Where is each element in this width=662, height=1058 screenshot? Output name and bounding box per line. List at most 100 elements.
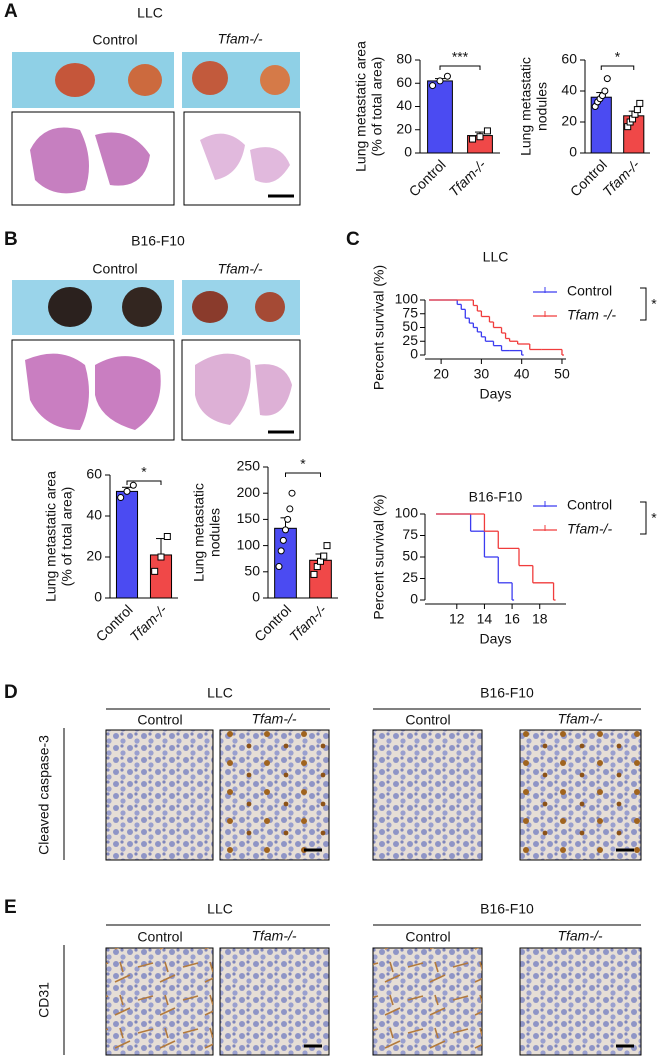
column-label: Tfam-/- [217,31,262,47]
panel-letter: A [4,1,18,22]
y-axis-label: Lung metastatic [518,57,534,156]
y-tick-label: 20 [396,120,412,136]
histology [11,111,301,206]
y-tick-label: 0 [94,589,102,605]
chart-title: LLC [483,249,509,265]
x-tick-label: Control [93,601,136,644]
column-label: Control [137,929,182,945]
x-tick-label: Control [251,601,294,644]
panel-letter: B [4,229,18,250]
data-point [476,133,484,141]
legend-label: Tfam-/- [567,521,612,537]
y-tick-label: 150 [237,510,261,526]
y-axis-label: (% of total area) [59,487,75,587]
column-label: Control [137,712,182,728]
y-tick-label: 60 [561,51,577,67]
y-tick-label: 75 [402,304,418,320]
legend-label: Tfam -/- [567,307,616,323]
y-tick-label: 50 [402,318,418,334]
ihc-images [105,947,642,1056]
data-point [323,542,331,550]
x-tick-label: 50 [554,366,570,382]
data-point [288,489,296,497]
column-label: Control [405,712,450,728]
lung-photos [12,280,300,335]
significance-bracket [640,501,647,535]
data-point [117,494,125,502]
x-tick-label: Tfam-/- [599,156,642,199]
column-label: Control [405,929,450,945]
significance: * [651,296,657,312]
data-point [129,481,137,489]
x-tick-label: 40 [514,366,530,382]
panel-letter: C [346,229,360,250]
y-tick-label: 25 [402,569,418,585]
y-tick-label: 60 [86,466,102,482]
y-tick-label: 200 [237,484,261,500]
data-point [277,547,285,555]
y-tick-label: 0 [569,144,577,160]
y-tick-label: 0 [410,591,418,607]
y-tick-label: 25 [402,332,418,348]
y-tick-label: 75 [402,526,418,542]
data-point [275,563,283,571]
legend-label: Control [567,497,612,513]
significance-bracket [439,65,481,70]
y-tick-label: 0 [410,346,418,362]
row-label: CD31 [36,982,52,1018]
data-point [483,127,491,135]
x-tick-label: Tfam-/- [127,601,170,644]
y-tick-label: 100 [395,505,419,521]
lung-photos [12,52,300,108]
data-point [436,77,444,85]
data-point [601,87,609,95]
group-label: B16-F10 [480,685,534,701]
y-tick-label: 40 [396,97,412,113]
y-axis-label: nodules [207,508,223,557]
y-axis-label: (% of total area) [369,57,385,157]
x-tick-label: 30 [474,366,490,382]
significance: * [615,49,621,65]
row-label: Cleaved caspase-3 [36,735,52,855]
y-tick-label: 80 [396,51,412,67]
y-axis-label: Lung metastatic [191,483,207,582]
x-tick-label: 14 [477,611,493,627]
bar [115,490,139,599]
data-point [469,135,477,143]
y-tick-label: 50 [244,563,260,579]
column-label: Tfam-/- [217,261,262,277]
y-axis-label: Percent survival (%) [371,494,387,619]
significance: * [141,464,147,480]
panel-letter: D [4,682,18,703]
legend-label: Control [567,283,612,299]
data-point [282,526,289,534]
panel-title: B16-F10 [131,233,185,249]
significance: *** [452,49,469,65]
y-tick-label: 40 [561,82,577,98]
significance-bracket [285,472,321,477]
data-point [429,82,437,90]
panel-letter: E [4,897,17,918]
significance-bracket [126,480,162,485]
y-tick-label: 0 [252,589,260,605]
y-tick-label: 40 [86,507,102,523]
panel-title: LLC [137,5,163,21]
column-label: Tfam-/- [557,928,602,944]
significance-bracket [600,65,635,70]
bar [149,554,173,599]
y-tick-label: 60 [396,74,412,90]
data-point [310,570,318,578]
group-label: LLC [207,685,233,701]
data-point [123,487,131,495]
x-tick-label: 18 [532,611,548,627]
y-axis-label: nodules [534,82,550,131]
data-point [636,99,644,107]
data-point [279,536,287,544]
group-label: B16-F10 [480,901,534,917]
column-label: Tfam-/- [251,928,296,944]
data-point [603,75,611,83]
group-label: LLC [207,901,233,917]
y-axis-label: Lung metastatic area [353,41,369,172]
x-tick-label: 12 [449,611,465,627]
